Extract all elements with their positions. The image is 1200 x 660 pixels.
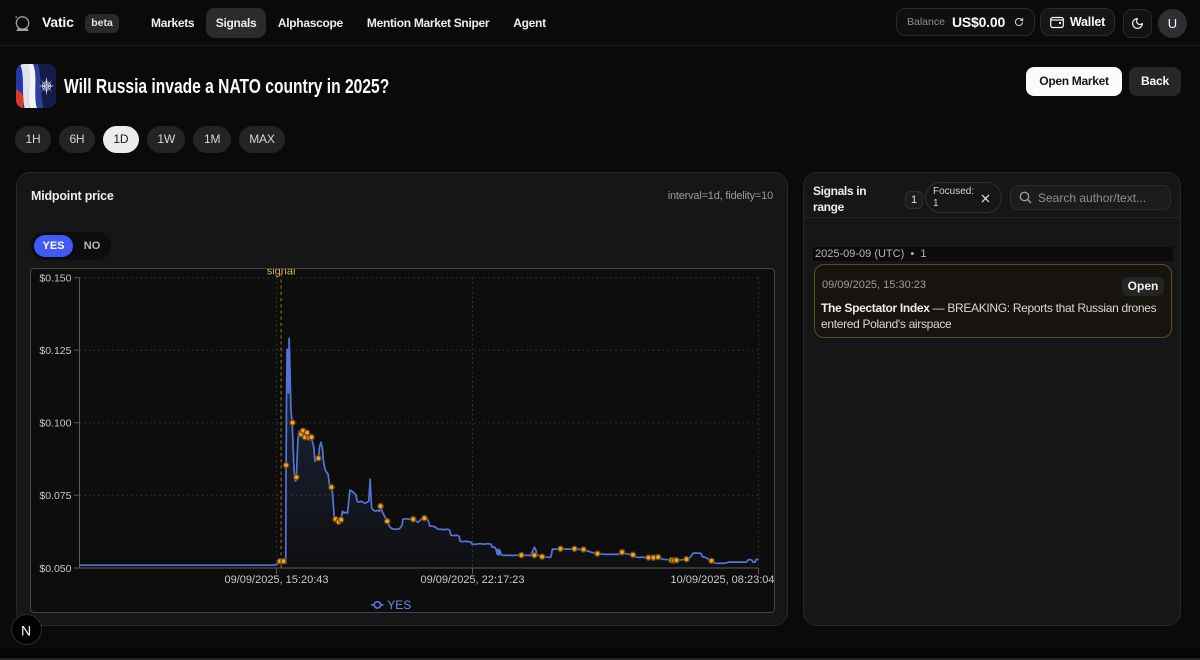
svg-text:signal: signal bbox=[267, 269, 296, 278]
svg-text:09/09/2025, 22:17:23: 09/09/2025, 22:17:23 bbox=[421, 574, 525, 586]
svg-text:$0.150: $0.150 bbox=[39, 273, 71, 285]
svg-text:$0.050: $0.050 bbox=[39, 563, 71, 575]
svg-text:N: N bbox=[21, 623, 31, 639]
svg-text:$0.100: $0.100 bbox=[39, 418, 71, 430]
svg-text:YES: YES bbox=[387, 598, 411, 612]
svg-text:$0.125: $0.125 bbox=[39, 345, 71, 357]
svg-text:09/09/2025, 15:20:43: 09/09/2025, 15:20:43 bbox=[225, 574, 329, 586]
svg-text:10/09/2025, 08:23:04: 10/09/2025, 08:23:04 bbox=[671, 574, 775, 586]
svg-text:$0.075: $0.075 bbox=[39, 490, 71, 502]
